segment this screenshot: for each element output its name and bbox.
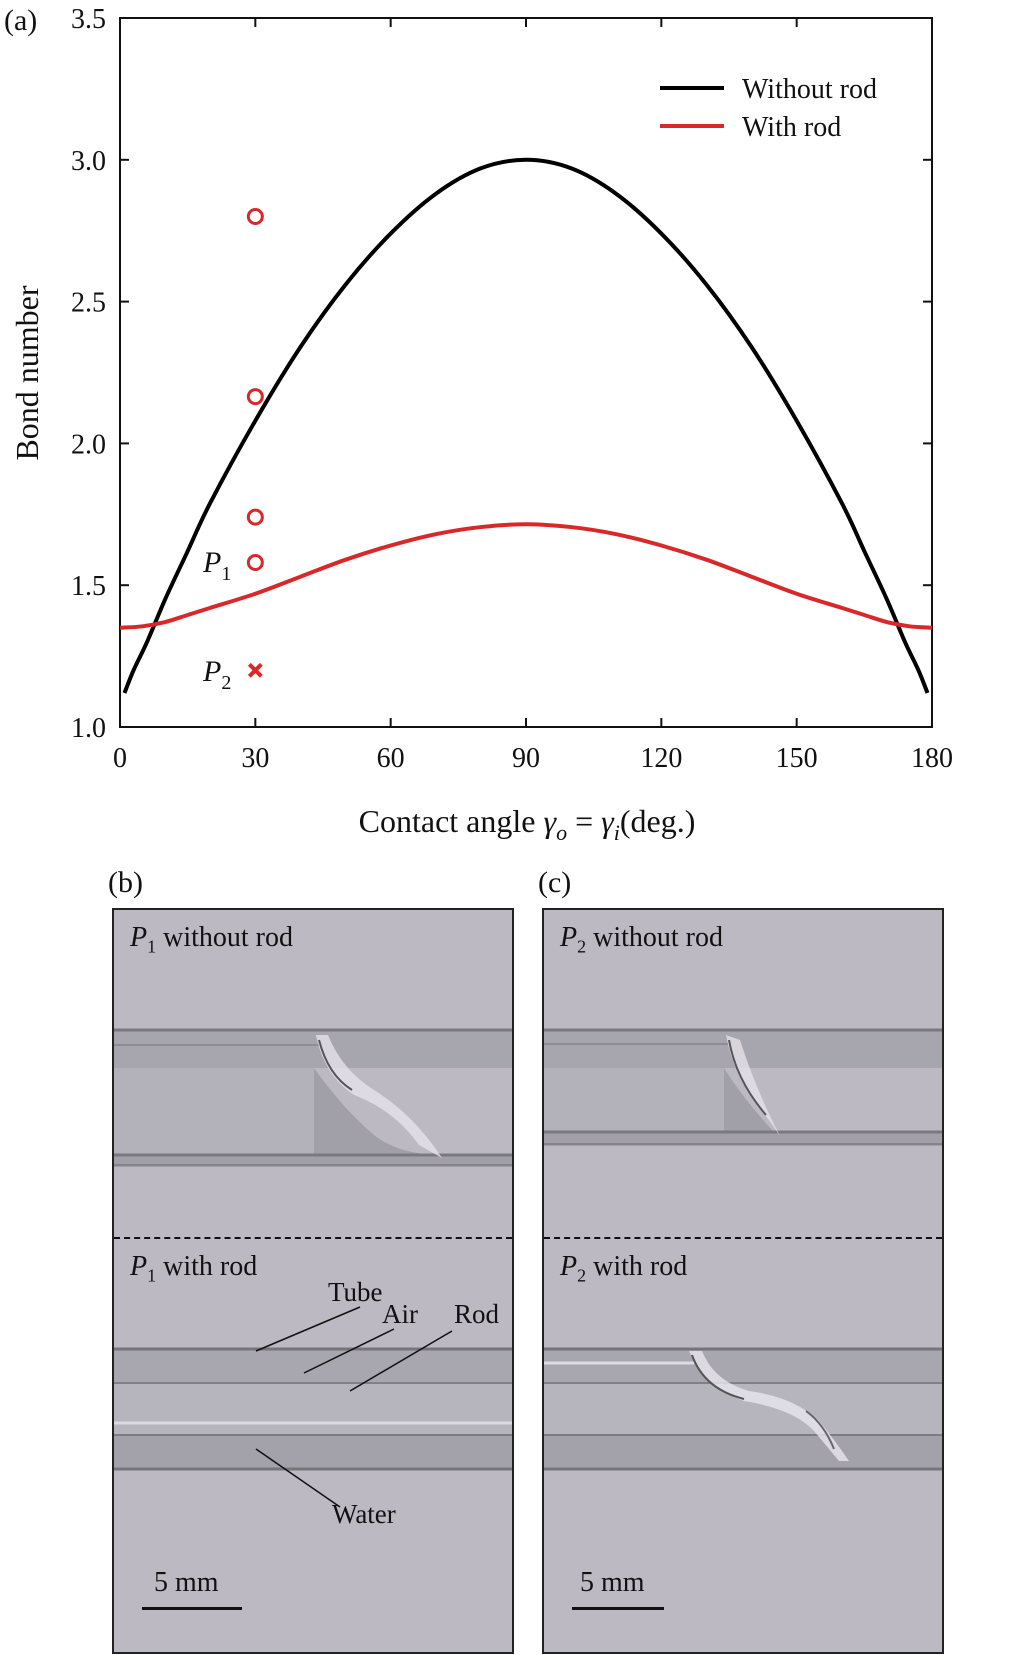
x-axis-label: Contact angle γo = γi(deg.) [359, 803, 696, 845]
panel-b-top-tube-drawing [114, 910, 512, 1237]
panel-c-bottom-tube-drawing [544, 1239, 942, 1652]
x-tick-label: 150 [776, 743, 818, 774]
axes: 0 30 60 90 120 150 180 1.0 1.5 2.0 2.5 3.0 3.5 [71, 4, 953, 774]
y-axis-label: Bond number [9, 285, 45, 460]
legend: Without rod With rod [660, 74, 877, 143]
panel-b-bottom-title: P1 with rod [130, 1251, 258, 1286]
x-axis-label-gamma-i-sub: i [614, 820, 620, 845]
bond-number-chart: 0 30 60 90 120 150 180 1.0 1.5 2.0 2.5 3.0 3.5 Witho… [9, 4, 953, 845]
panel-b-top-title: P1 without rod [130, 922, 293, 957]
x-axis-label-gamma-o: γ [543, 803, 557, 839]
x-axis-label-suffix: (deg.) [620, 803, 696, 839]
panel-b-scalebar [142, 1607, 242, 1610]
data-point-circle [246, 388, 264, 406]
panel-c-bottom-title: P2 with rod [560, 1251, 688, 1286]
x-tick-label: 180 [911, 743, 953, 774]
x-tick-label: 90 [512, 743, 540, 774]
panel-c-top-photo: P2 without rod [544, 910, 942, 1237]
panel-b-label: (b) [108, 866, 143, 899]
annotation-water: Water [332, 1499, 396, 1529]
y-tick-label: 1.0 [71, 713, 106, 744]
y-tick-label: 1.5 [71, 571, 106, 602]
y-tick-label: 3.0 [71, 146, 106, 177]
panel-c-top-title: P2 without rod [560, 922, 723, 957]
series-line-without-rod [122, 157, 930, 694]
panel-c-top-tube-drawing [544, 910, 942, 1237]
panel-c-bottom-photo: P2 with rod 5 mm [544, 1239, 942, 1652]
data-markers [246, 208, 264, 678]
data-point-circle [246, 508, 264, 526]
p2-label: P2 [202, 655, 231, 694]
panel-b-top-photo: P1 without rod [114, 910, 512, 1237]
x-tick-label: 60 [377, 743, 405, 774]
panel-b-scalebar-label: 5 mm [154, 1567, 219, 1598]
series-lines [119, 157, 933, 694]
x-tick-label: 120 [640, 743, 682, 774]
panel-c-divider [544, 1237, 942, 1239]
annotation-rod: Rod [454, 1299, 500, 1329]
panel-a-label: (a) [4, 4, 38, 37]
panel-c-scalebar-label: 5 mm [580, 1567, 645, 1598]
legend-label: Without rod [742, 74, 877, 105]
x-tick-label: 30 [241, 743, 269, 774]
panel-b-bottom-tube-drawing [114, 1239, 512, 1652]
x-axis-label-eq: = [567, 803, 601, 839]
panel-b-divider [114, 1237, 512, 1239]
data-point-circle [246, 554, 264, 572]
x-axis-label-gamma-i: γ [601, 803, 615, 839]
series-line-with-rod [119, 522, 933, 630]
x-axis-label-prefix: Contact angle [359, 803, 544, 839]
panel-b-annotation-leaders [255, 1306, 453, 1508]
y-tick-label: 3.5 [71, 4, 106, 35]
y-tick-label: 2.0 [71, 429, 106, 460]
x-axis-label-gamma-o-sub: o [556, 820, 567, 845]
panel-b-bottom-photo: P1 with rod Tube Air Rod Water 5 mm [114, 1239, 512, 1652]
panel-c-photo: P2 without rod P2 with rod 5 mm [542, 908, 944, 1654]
legend-label: With rod [742, 112, 841, 143]
annotation-air: Air [382, 1299, 418, 1329]
data-point-circle [246, 208, 264, 226]
y-tick-label: 2.5 [71, 288, 106, 319]
data-point-cross [247, 662, 263, 678]
annotation-tube: Tube [328, 1277, 383, 1307]
p1-label: P1 [202, 546, 231, 585]
panel-c-label: (c) [538, 866, 572, 899]
x-tick-label: 0 [113, 743, 127, 774]
panel-b-photo: P1 without rod P1 with rod Tube Air Rod … [112, 908, 514, 1654]
panel-c-scalebar [572, 1607, 664, 1610]
